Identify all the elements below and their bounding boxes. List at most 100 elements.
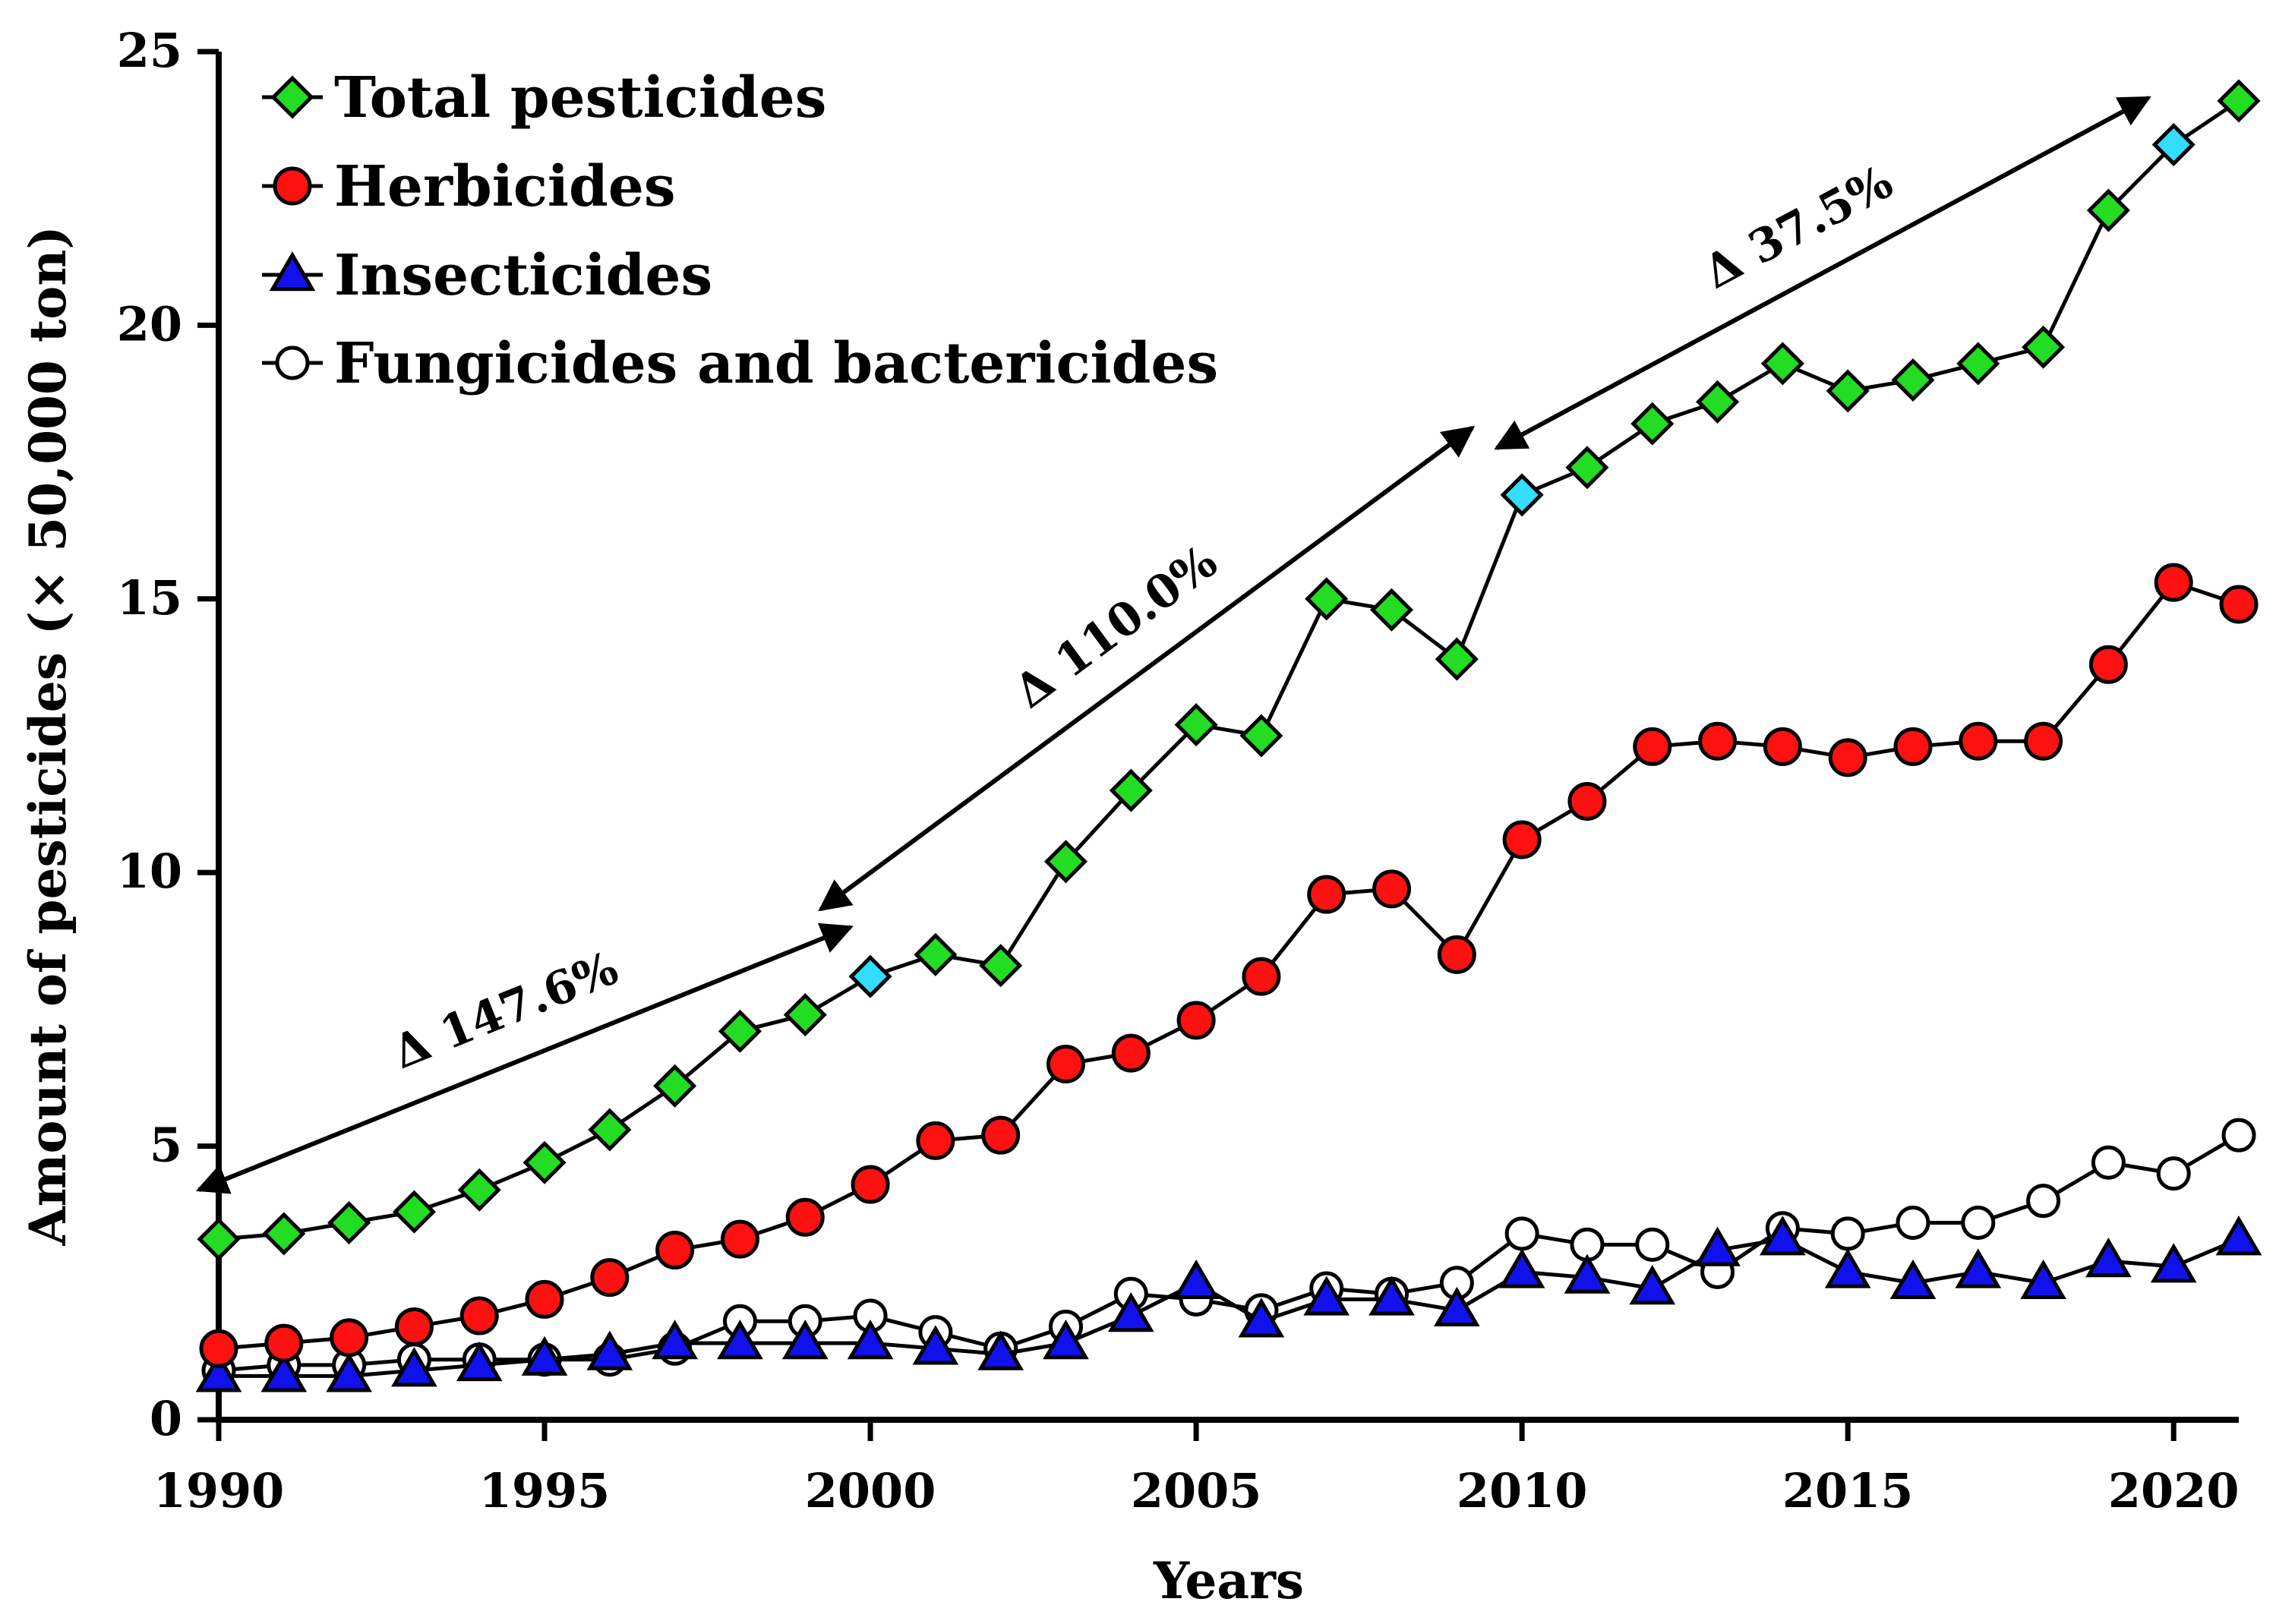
annotation-label: Δ 147.6%	[385, 941, 625, 1080]
data-point	[525, 1279, 564, 1319]
data-point	[1826, 369, 1870, 413]
legend-label: Herbicides	[334, 154, 676, 219]
data-point	[2085, 1237, 2132, 1278]
data-point	[1893, 727, 1933, 766]
data-point	[720, 1219, 759, 1259]
data-point	[652, 1320, 698, 1360]
data-point	[2088, 645, 2128, 684]
data-point	[1174, 703, 1218, 747]
data-point	[1633, 727, 1672, 766]
data-point	[459, 1296, 499, 1335]
x-tick-label: 2005	[1131, 1463, 1262, 1518]
annotation-label: Δ 37.5%	[1695, 156, 1901, 300]
legend-marker	[269, 251, 316, 292]
data-point	[327, 1200, 371, 1245]
data-point	[1238, 1298, 1285, 1338]
y-axis-title: Amount of pesticides (× 50,000 ton)	[18, 225, 77, 1246]
data-point	[522, 1140, 567, 1184]
data-point	[1896, 1206, 1930, 1241]
data-point	[2020, 1259, 2066, 1300]
legend-marker	[270, 75, 314, 119]
data-point	[1635, 1227, 1670, 1262]
data-point	[197, 1217, 241, 1261]
data-point	[653, 1064, 697, 1108]
data-point	[1567, 781, 1607, 821]
data-point	[783, 993, 827, 1037]
data-point	[1307, 875, 1346, 914]
data-point	[1564, 1253, 1611, 1294]
data-point	[1955, 1248, 2002, 1288]
x-tick-label: 2000	[805, 1463, 936, 1518]
data-point	[1498, 1248, 1545, 1288]
data-point	[916, 1121, 955, 1160]
data-point	[2215, 1216, 2262, 1256]
data-point	[1760, 1216, 1806, 1256]
x-tick-label: 2020	[2108, 1463, 2240, 1518]
series-total-pesticides	[197, 79, 2261, 1261]
data-point	[2150, 1243, 2197, 1283]
data-point	[456, 1341, 503, 1382]
data-point	[718, 1009, 762, 1053]
data-point	[2221, 1118, 2256, 1153]
data-point	[1303, 1276, 1350, 1316]
data-point	[1239, 714, 1283, 758]
legend-label: Total pesticides	[334, 65, 826, 131]
legend: Total pesticides Herbicides Insecticides Fu…	[262, 65, 1218, 396]
annotation-arrow	[1494, 96, 2151, 450]
legend-marker	[273, 166, 312, 206]
data-point	[2156, 1156, 2191, 1191]
data-point	[1305, 577, 1349, 621]
data-point	[1698, 721, 1738, 761]
data-point	[2091, 1145, 2126, 1180]
data-point	[330, 1318, 369, 1358]
data-point	[1629, 1265, 1676, 1305]
legend-label: Insecticides	[334, 243, 712, 308]
y-tick-label: 0	[150, 1391, 182, 1446]
data-point	[1696, 380, 1740, 424]
data-point	[785, 1197, 825, 1237]
data-point	[195, 1352, 242, 1392]
annotation-arrow	[818, 425, 1476, 912]
data-point	[848, 954, 892, 998]
data-point	[1956, 342, 2000, 386]
data-point	[2154, 563, 2193, 602]
data-point	[2086, 188, 2130, 232]
legend-item: Herbicides	[262, 154, 676, 219]
data-point	[1828, 738, 1867, 777]
data-point	[1500, 473, 1544, 517]
annotation-arrow	[195, 922, 854, 1194]
data-point	[1242, 957, 1281, 996]
data-point	[391, 1347, 437, 1387]
data-point	[392, 1190, 436, 1234]
y-tick-label: 15	[117, 570, 182, 626]
data-point	[1107, 1292, 1154, 1332]
data-point	[262, 1212, 306, 1256]
series-herbicides	[199, 563, 2259, 1368]
legend-label: Fungicides and bactericides	[334, 331, 1218, 396]
data-point	[1435, 637, 1479, 681]
y-tick-label: 10	[117, 844, 182, 899]
x-tick-label: 2015	[1782, 1463, 1914, 1518]
data-series	[195, 79, 2262, 1392]
x-tick-label: 2010	[1457, 1463, 1588, 1518]
series-fungicides-and-bactericides	[201, 1118, 2256, 1388]
y-tick-label: 25	[117, 23, 182, 78]
data-point	[914, 932, 958, 976]
y-tick-label: 20	[117, 296, 182, 352]
data-point	[717, 1320, 763, 1360]
data-point	[2022, 325, 2066, 369]
data-point	[457, 1168, 501, 1212]
data-point	[394, 1307, 434, 1346]
data-point	[1372, 869, 1412, 909]
data-point	[912, 1325, 959, 1365]
data-point	[655, 1231, 695, 1270]
data-point	[260, 1352, 308, 1392]
legend-item: Total pesticides	[262, 65, 826, 131]
data-point	[1824, 1248, 1871, 1288]
data-point	[981, 1115, 1021, 1155]
data-point	[1109, 768, 1153, 812]
x-tick-label: 1995	[479, 1463, 611, 1518]
data-point	[1111, 1033, 1151, 1073]
data-point	[586, 1330, 633, 1370]
data-point	[1043, 1320, 1089, 1360]
